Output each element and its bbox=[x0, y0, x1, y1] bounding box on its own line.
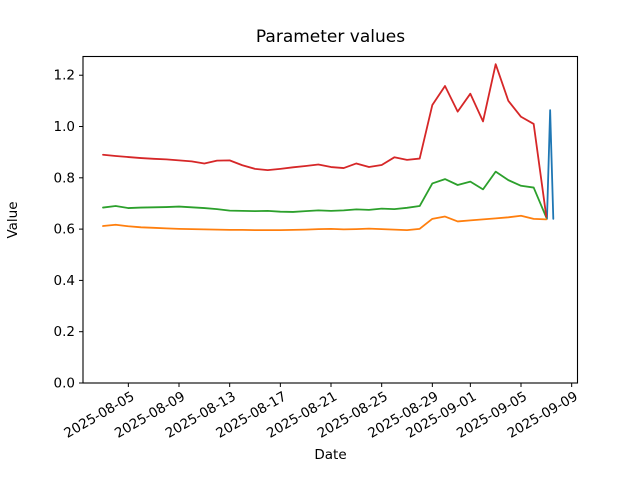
series-orange-line bbox=[102, 214, 548, 232]
series-green-line bbox=[102, 170, 548, 219]
series-blue-line bbox=[546, 109, 555, 220]
y-tick-label: 0.0 bbox=[54, 376, 75, 392]
y-axis-label: Value bbox=[5, 201, 21, 239]
y-tick-label: 1.0 bbox=[54, 119, 75, 135]
y-tick-label: 0.2 bbox=[54, 324, 75, 340]
series-red-line bbox=[102, 63, 548, 218]
x-axis-label: Date bbox=[314, 447, 347, 463]
y-tick-label: 0.4 bbox=[54, 273, 75, 289]
y-tick-label: 1.2 bbox=[54, 68, 75, 84]
y-tick-label: 0.8 bbox=[54, 170, 75, 186]
chart-title: Parameter values bbox=[255, 27, 406, 47]
axes-frame bbox=[82, 55, 579, 384]
y-tick-label: 0.6 bbox=[54, 222, 75, 238]
